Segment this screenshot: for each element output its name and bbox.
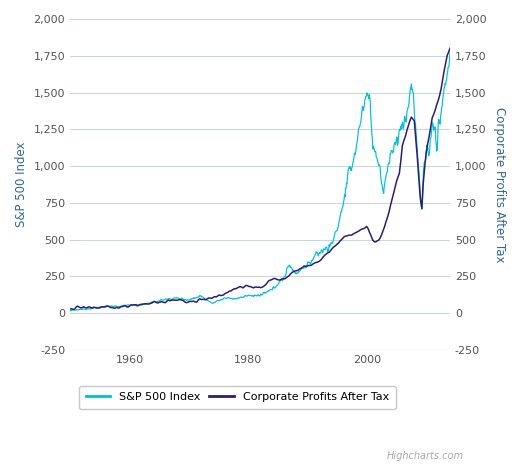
Y-axis label: Corporate Profits After Tax: Corporate Profits After Tax bbox=[493, 107, 506, 262]
Text: Highcharts.com: Highcharts.com bbox=[387, 451, 464, 461]
Y-axis label: S&P 500 Index: S&P 500 Index bbox=[15, 142, 28, 227]
Legend: S&P 500 Index, Corporate Profits After Tax: S&P 500 Index, Corporate Profits After T… bbox=[79, 385, 395, 409]
